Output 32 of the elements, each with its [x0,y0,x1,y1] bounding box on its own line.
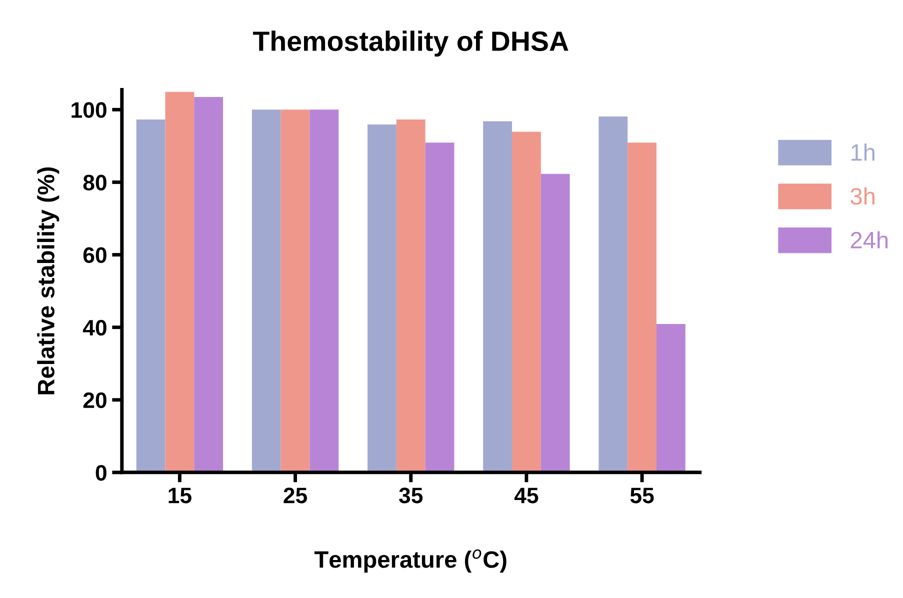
bar [368,124,396,472]
y-axis-title: Relative stability (%) [37,167,60,394]
y-tick-label: 80 [83,174,106,190]
bar [396,119,426,472]
bar [512,132,541,472]
legend-label: 24h [850,231,888,248]
chart-title: Themostability of DHSA [252,30,568,57]
x-tick-label: 25 [284,488,308,504]
bar [425,142,454,472]
x-tick-label: 15 [168,488,192,504]
bar [656,324,686,472]
bar [540,174,570,472]
bar [598,116,628,472]
bar [310,110,339,472]
legend-label: 3h [850,187,874,205]
bar [136,119,166,472]
x-axis-title: Temperature ($^{o}$C) [314,549,506,573]
legend-label: 1h [852,143,874,161]
bar [280,110,310,472]
y-tick-label: 60 [83,247,106,264]
y-tick-label: 40 [82,320,106,336]
x-tick-label: 35 [399,488,423,504]
bar [252,110,281,472]
x-tick-label: 45 [514,488,538,504]
y-tick-label: 20 [83,392,106,408]
bar [628,142,656,472]
bar [165,92,194,472]
bar [194,96,224,472]
x-tick-label: 55 [630,488,654,504]
bar [483,121,512,472]
y-tick-label: 100 [72,102,106,118]
y-tick-label: 0 [96,464,106,481]
